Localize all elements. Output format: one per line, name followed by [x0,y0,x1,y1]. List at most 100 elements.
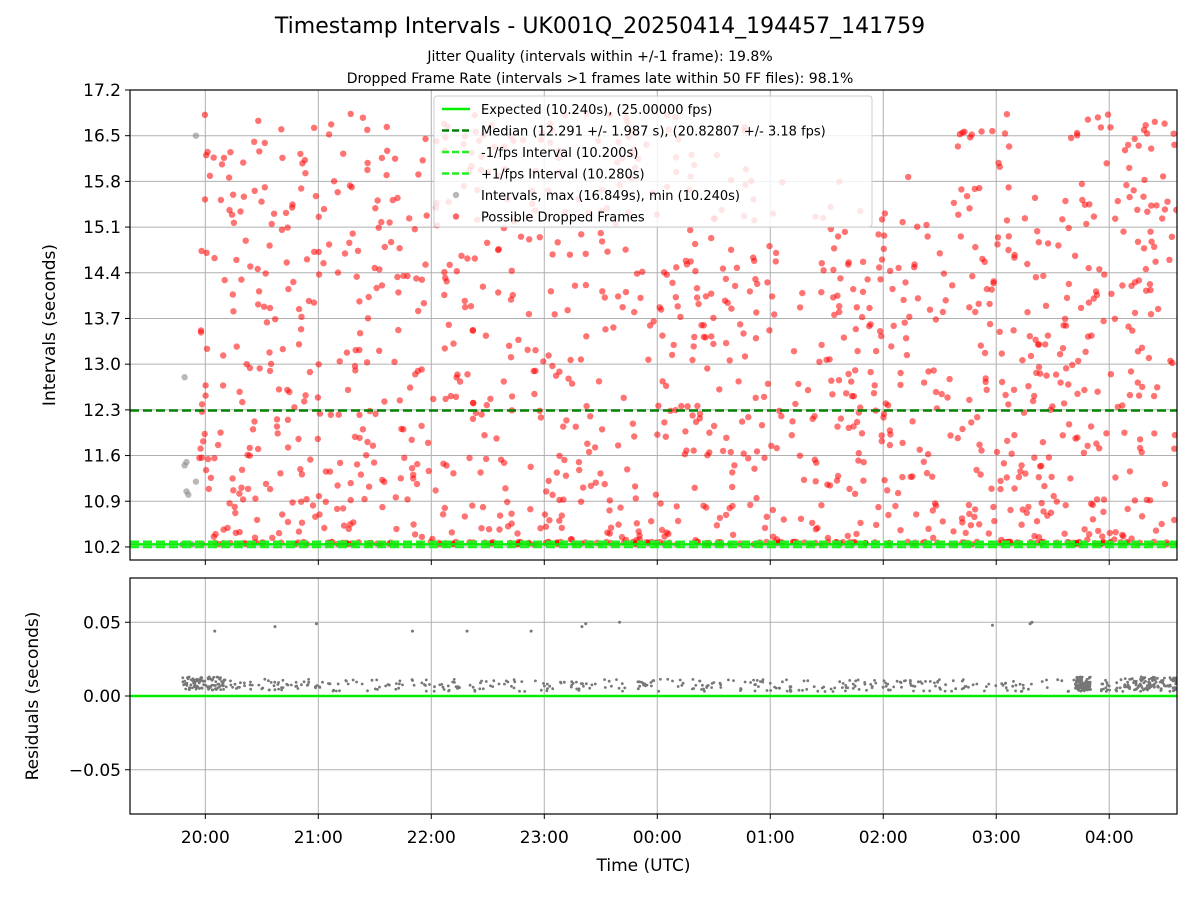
dropped-frame-point [972,308,979,316]
dropped-frame-point [1019,506,1026,513]
dropped-frame-point [408,436,415,443]
residual-point [823,690,827,693]
dropped-frame-point [230,308,237,315]
dropped-frame-point [397,475,404,482]
dropped-frame-point [976,521,983,528]
dropped-frame-point [412,371,419,378]
residual-point [649,681,653,684]
dropped-frame-point [691,240,699,248]
dropped-frame-point [299,160,306,167]
dropped-frame-point [639,268,646,275]
residual-point [928,689,932,693]
dropped-frame-point [1148,202,1155,209]
dropped-frame-point [351,362,359,370]
dropped-frame-point [1061,315,1069,322]
dropped-frame-point [860,477,867,484]
dropped-frame-point [446,261,453,268]
dropped-frame-point [316,410,324,417]
dropped-frame-point [766,242,773,250]
dropped-frame-point [804,386,812,394]
residual-point [939,688,942,691]
residual-point [610,684,613,688]
dropped-frame-point [716,514,724,522]
dropped-frame-point [221,276,228,284]
dropped-frame-point [524,346,531,353]
dropped-frame-point [415,171,422,178]
dropped-frame-point [398,425,405,433]
dropped-frame-point [752,394,759,401]
dropped-frame-point [253,516,261,524]
residual-point [523,690,527,693]
bottom-ytick-label-0: 0.05 [83,613,121,633]
dropped-frame-point [214,441,222,449]
dropped-frame-point [420,300,428,307]
dropped-frame-point [406,215,413,222]
residual-point [743,680,747,684]
dropped-frame-point [982,378,989,386]
dropped-frame-point [508,393,516,400]
residual-point [676,685,680,688]
xtick-label-1: 21:00 [294,828,343,848]
dropped-frame-point [682,428,689,435]
dropped-frame-point [905,173,912,181]
residual-point [887,688,890,692]
dropped-frame-point [1126,391,1134,399]
residual-point [1056,678,1060,682]
top-axes-frame [129,89,1178,561]
dropped-frame-point [601,480,608,488]
legend-box [433,95,873,228]
dropped-frame-point [1085,264,1092,272]
residual-point [1087,676,1091,680]
dropped-frame-point [1024,260,1031,268]
residual-point [681,681,685,685]
dropped-frame-point [485,526,493,533]
dropped-frame-point [795,380,802,388]
residual-point [593,682,597,686]
dropped-frame-point [1150,392,1158,400]
dropped-frame-point [481,432,488,439]
dropped-frame-point [1143,496,1151,503]
dropped-frame-point [233,256,240,264]
dropped-frame-point [500,459,508,466]
residual-point [442,688,446,691]
dropped-frame-point [606,507,613,514]
residual-point [433,685,436,689]
dropped-frame-point [1067,475,1074,482]
residual-point [1014,689,1017,693]
dropped-frame-point [687,258,694,265]
dropped-frame-point [225,174,233,181]
dropped-frame-point [713,522,721,529]
dropped-frame-point [483,401,490,409]
dropped-frame-point [836,303,843,310]
dropped-frame-point [258,198,265,205]
residual-point [1021,683,1025,687]
dropped-frame-point [1147,286,1154,294]
dropped-frame-point [201,111,209,119]
dropped-frame-point [799,289,806,297]
dropped-frame-point [1018,462,1025,469]
dropped-frame-point [232,509,239,517]
dropped-frame-point [722,275,730,283]
dropped-frame-point [740,330,747,337]
residual-point [844,689,847,693]
dropped-frame-point [1090,213,1098,220]
dropped-frame-point [726,357,733,364]
residual-point [1045,686,1049,689]
residual-point [294,685,298,688]
top-ytick-label-8: 15.8 [83,172,121,192]
dropped-frame-point [197,329,205,336]
dropped-frame-point [606,530,613,537]
dropped-frame-point [812,478,819,485]
dropped-frame-point [878,432,885,439]
residual-point [296,687,300,690]
dropped-frame-point [1127,368,1135,375]
dropped-frame-point [850,423,857,430]
residual-point [1144,680,1147,683]
residual-point [484,680,488,683]
top-ytick-label-1: 10.9 [83,492,121,512]
dropped-frame-point [1000,460,1008,467]
residual-point [189,678,193,682]
residual-point [881,685,885,689]
dropped-frame-point [903,351,911,359]
dropped-frame-point [572,423,579,430]
